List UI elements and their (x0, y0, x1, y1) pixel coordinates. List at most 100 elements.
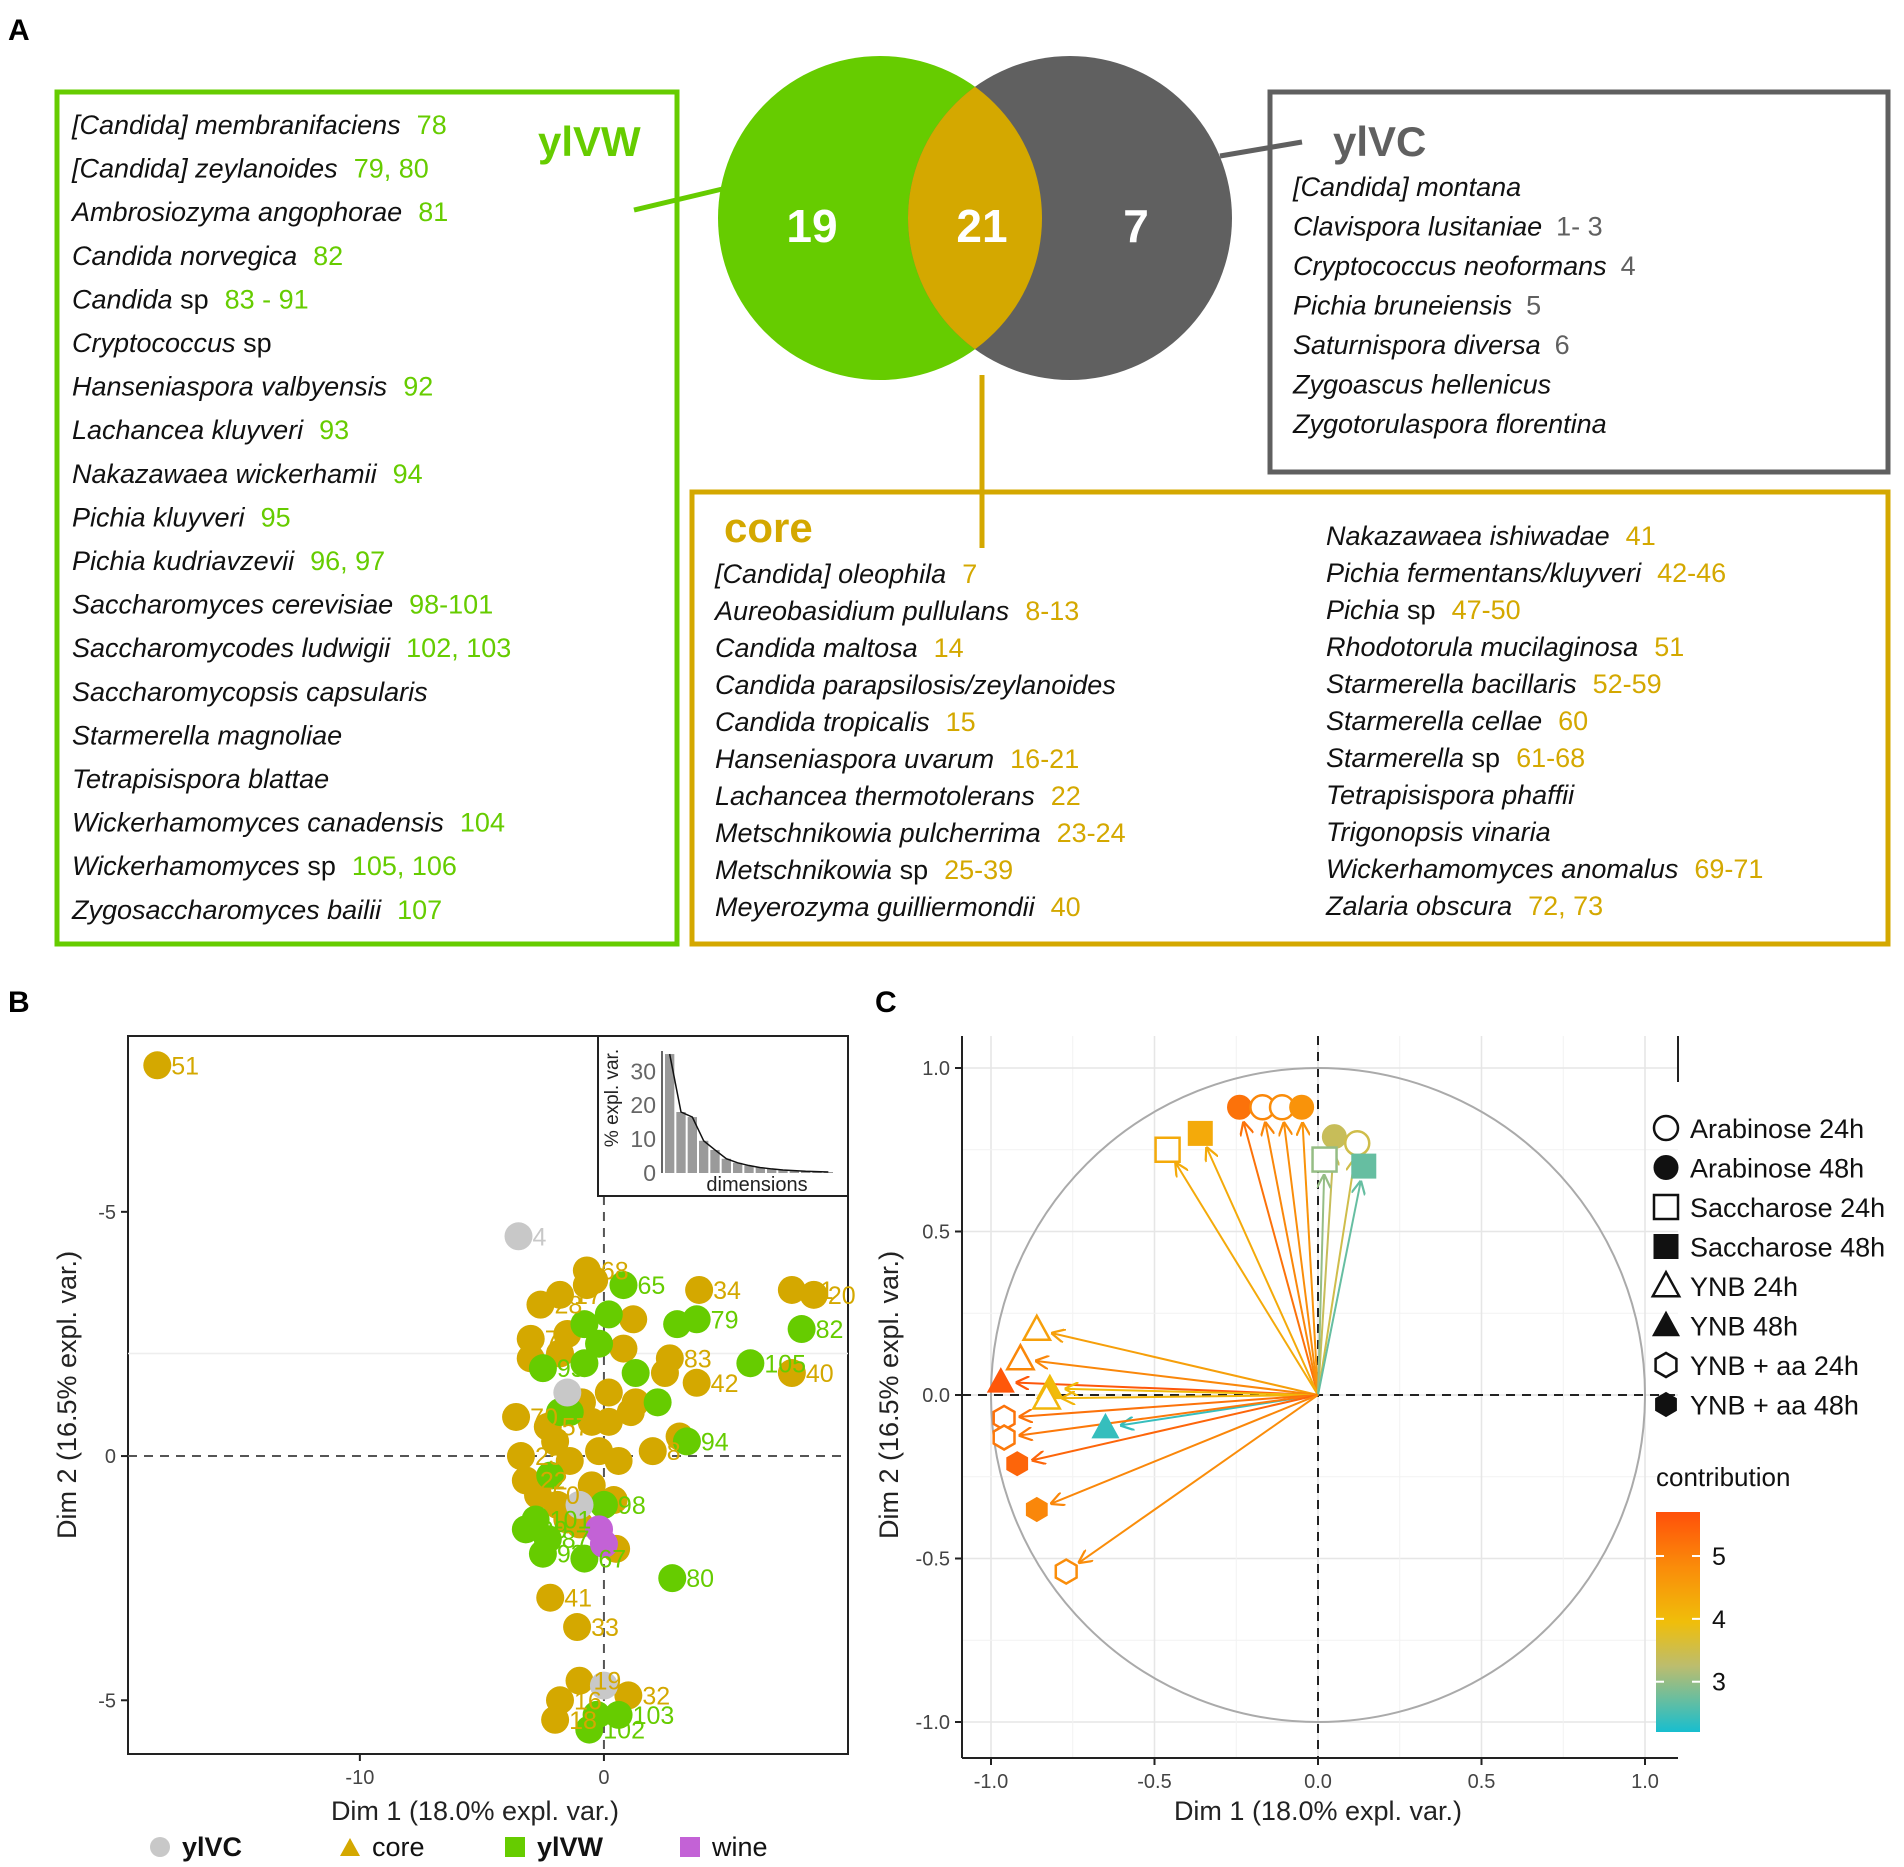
species-number: 8-13 (1025, 596, 1079, 626)
point-core (777, 1275, 806, 1304)
variable-marker-hexagon (1025, 1496, 1048, 1523)
point-label: 33 (591, 1614, 619, 1642)
legend-label: YNB 24h (1690, 1272, 1798, 1302)
species-number: 94 (393, 459, 423, 489)
legend-key-circle (150, 1837, 170, 1857)
point-ylvw (589, 1490, 618, 1519)
species-number: 93 (319, 415, 349, 445)
scree-bar (676, 1112, 686, 1173)
legend-key-square (680, 1837, 700, 1857)
legend-label: YNB + aa 24h (1690, 1351, 1859, 1381)
species-entry: Metschnikowia pulcherrima 23-24 (715, 818, 1126, 848)
x-tick-label: 1.0 (1631, 1771, 1659, 1793)
scree-xlabel: dimensions (706, 1174, 807, 1196)
species-name: Candida norvegica (72, 241, 297, 271)
variable-marker-hexagon (992, 1424, 1016, 1451)
plot-c-colorbar: contribution 3 4 5 (1656, 1462, 1790, 1732)
species-name: Tetrapisispora phaffii (1326, 780, 1575, 810)
loading-arrow (1079, 1394, 1319, 1562)
legend-key-triangle (1650, 1269, 1682, 1298)
loading-arrow (1063, 1395, 1319, 1398)
species-entry: Candida sp 83 - 91 (72, 284, 309, 314)
species-entry: Tetrapisispora phaffii (1326, 780, 1575, 810)
legend-key-triangle (1651, 1310, 1681, 1337)
ylvc-species-list: [Candida] montana Clavispora lusitaniae 1-… (1292, 172, 1636, 439)
core-title: core (724, 504, 813, 551)
legend-key-square (1652, 1193, 1680, 1221)
species-name: Pichia fermentans/kluyveri (1326, 558, 1642, 588)
venn-count-core: 21 (956, 200, 1007, 252)
point-core (619, 1305, 648, 1334)
point-core (650, 1359, 679, 1388)
point-label: 71 (545, 1326, 573, 1354)
loading-arrow (1207, 1148, 1319, 1396)
species-name: Meyerozyma guilliermondii (715, 892, 1036, 922)
species-name: Zygosaccharomyces bailii (71, 895, 382, 925)
plot-c-axes: -1.0 -0.5 0.0 0.5 1.0 -1.0 -0.5 0.0 0.5 1.0 (916, 1036, 1679, 1793)
species-name: Candida tropicalis (715, 707, 930, 737)
scree-ylabel: % expl. var. (602, 1049, 623, 1147)
species-name: Metschnikowia (715, 855, 892, 885)
point-ylvw (594, 1300, 623, 1329)
species-number: 60 (1558, 706, 1588, 736)
species-name: Wickerhamomyces canadensis (72, 808, 444, 838)
point-ylvc (504, 1222, 533, 1251)
scree-bar (789, 1170, 799, 1173)
venn-count-ylvc: 7 (1123, 200, 1149, 252)
species-number: 78 (417, 110, 447, 140)
point-label: 4 (533, 1223, 547, 1251)
variable-marker-circle (1343, 1129, 1371, 1157)
scree-bar (755, 1167, 765, 1173)
species-number: 51 (1654, 632, 1684, 662)
scree-bar (744, 1165, 754, 1173)
y-tick-label: -5 (98, 1690, 116, 1712)
species-number: 96, 97 (310, 546, 385, 576)
legend-key-hexagon (1655, 1391, 1677, 1418)
variable-marker-circle (1321, 1124, 1347, 1150)
species-entry: Pichia fermentans/kluyveri 42-46 (1326, 558, 1726, 588)
colorbar-tick-label: 5 (1712, 1543, 1726, 1571)
panel-label-b: B (8, 986, 30, 1019)
species-number: 16-21 (1010, 744, 1079, 774)
species-name: Starmerella bacillaris (1326, 669, 1577, 699)
point-core (685, 1275, 714, 1304)
species-name: Starmerella (1326, 743, 1464, 773)
species-number: 7 (962, 559, 977, 589)
point-ylvw (658, 1564, 687, 1593)
x-tick-label: 0.0 (1304, 1771, 1332, 1793)
point-label: 22 (540, 1467, 568, 1495)
species-number: 41 (1626, 521, 1656, 551)
y-tick-label: -1.0 (916, 1712, 950, 1734)
legend-label: wine (711, 1832, 768, 1862)
species-entry: Nakazawaea wickerhamii 94 (72, 459, 423, 489)
point-label: 41 (564, 1585, 592, 1613)
species-entry: Ambrosiozyma angophorae 81 (70, 197, 448, 227)
loading-arrow (1066, 1389, 1319, 1395)
species-name: Lachancea kluyveri (72, 415, 304, 445)
species-name: Pichia (1326, 595, 1400, 625)
species-name: Nakazawaea ishiwadae (1326, 521, 1610, 551)
species-entry: Zygotorulaspora florentina (1292, 409, 1607, 439)
species-name: Saccharomycodes ludwigii (72, 633, 391, 663)
species-number: 40 (1051, 892, 1081, 922)
point-label: 102 (603, 1717, 645, 1745)
ylvw-box (54, 89, 680, 947)
species-name: [Candida] zeylanoides (71, 154, 338, 184)
species-number: 98-101 (409, 590, 493, 620)
point-label: 68 (601, 1257, 629, 1285)
species-name: Cryptococcus neoformans (1293, 251, 1607, 281)
point-ylvw (536, 1461, 565, 1490)
species-name: Pichia bruneiensis (1293, 291, 1512, 321)
loading-arrow (1020, 1394, 1319, 1435)
species-entry: Hanseniaspora uvarum 16-21 (715, 744, 1079, 774)
species-number: 52-59 (1593, 669, 1662, 699)
species-suffix: sp (173, 284, 209, 314)
point-core (536, 1583, 565, 1612)
colorbar-tick-label: 4 (1712, 1606, 1726, 1634)
point-label: 17 (574, 1282, 602, 1310)
point-label: 32 (642, 1682, 670, 1710)
venn-overlap-core (908, 56, 1042, 380)
species-name: Metschnikowia pulcherrima (715, 818, 1041, 848)
ylvc-box (1267, 89, 1891, 475)
core-box (689, 489, 1891, 947)
